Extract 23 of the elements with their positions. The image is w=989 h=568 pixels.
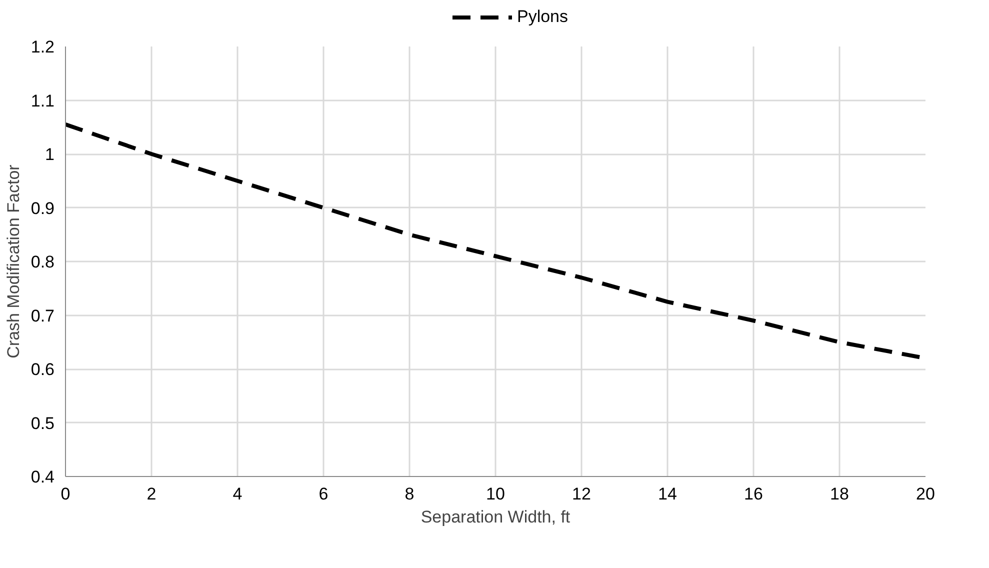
x-tick-label: 10 [486,484,505,504]
x-tick-label: 14 [658,484,677,504]
y-tick-label: 1 [45,145,55,164]
y-tick-label: 0.4 [30,468,55,486]
y-tick-label: 1.1 [30,91,55,110]
x-tick-label: 4 [232,484,242,504]
y-tick-label: 1.2 [30,38,55,56]
legend-label: Pylons [516,7,568,27]
y-tick-label: 0.6 [30,360,55,379]
x-tick-label: 6 [318,484,328,504]
x-tick-label: 0 [60,484,70,504]
x-tick-label: 18 [830,484,849,504]
y-tick-label: 0.7 [30,306,55,326]
x-tick-label: 16 [744,484,763,504]
x-tick-label: 12 [572,484,591,504]
x-tick-label: 2 [146,484,156,504]
y-axis-title: Crash Modification Factor [4,164,23,358]
x-axis-title: Separation Width, ft [420,508,570,526]
x-tick-label: 20 [916,484,935,504]
x-tick-label: 8 [404,484,414,504]
y-tick-label: 0.5 [30,414,55,433]
y-tick-label: 0.9 [30,198,55,218]
y-tick-label: 0.8 [30,252,55,272]
